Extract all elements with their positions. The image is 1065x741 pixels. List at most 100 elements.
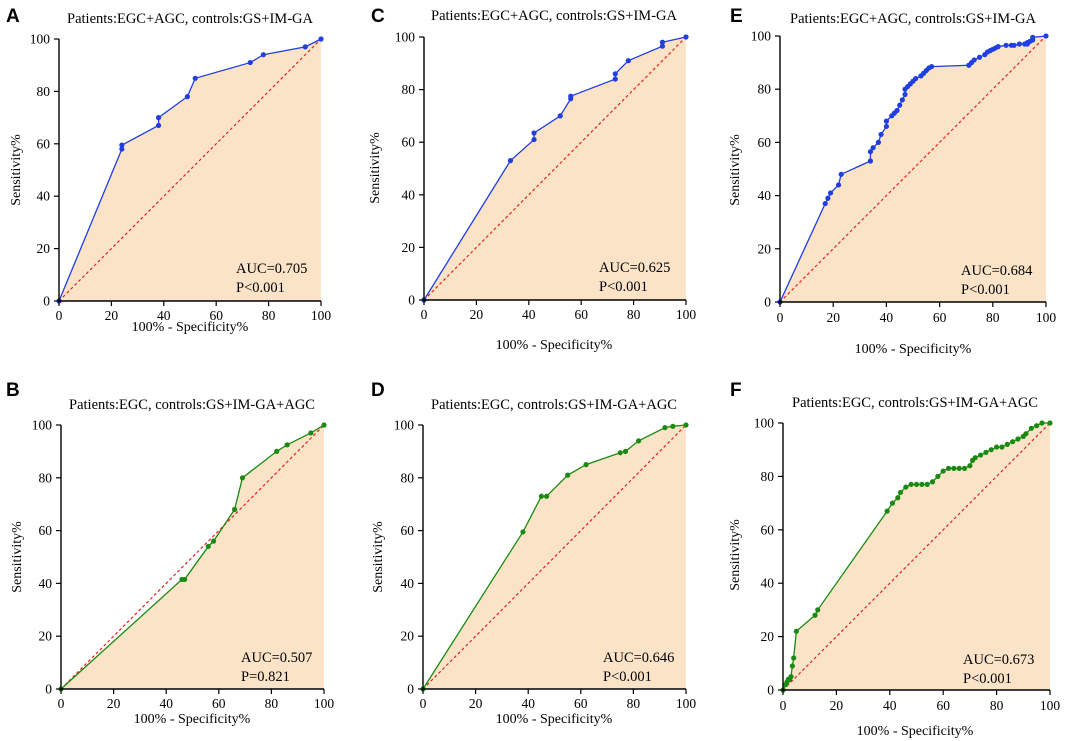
data-point-a <box>302 44 308 50</box>
data-point-f <box>788 674 794 680</box>
data-point-a <box>119 142 125 148</box>
data-point-e <box>867 149 874 155</box>
data-point-f <box>895 495 901 501</box>
y-axis-label-b: Sensitivity% <box>10 521 25 593</box>
y-axis-label-f: Sensitivity% <box>728 519 743 591</box>
data-point-e <box>875 139 882 145</box>
data-point-c <box>625 58 631 64</box>
data-point-e <box>835 182 842 188</box>
data-point-a <box>318 36 324 42</box>
data-point-f <box>999 444 1005 450</box>
x-axis-label-f: 100% - Specificity% <box>857 724 974 739</box>
data-point-e <box>1011 42 1017 48</box>
data-point-c <box>612 71 618 77</box>
y-tick-label-b: 100 <box>32 418 53 433</box>
data-point-f <box>1023 431 1029 437</box>
y-tick-label-e: 40 <box>758 188 772 203</box>
x-axis-label-c: 100% - Specificity% <box>496 338 613 353</box>
y-tick-label-f: 0 <box>767 683 774 698</box>
x-tick-label-b: 40 <box>159 696 173 711</box>
x-tick-label-b: 80 <box>265 696 279 711</box>
auc-area-d <box>423 425 686 689</box>
data-point-f <box>793 628 799 634</box>
y-tick-label-f: 40 <box>761 576 775 591</box>
panel-letter-f: F <box>730 380 742 401</box>
panel-letter-d: D <box>371 380 385 401</box>
x-tick-label-b: 60 <box>212 696 226 711</box>
data-point-e <box>995 44 1001 50</box>
data-point-f <box>940 468 946 474</box>
data-point-f <box>903 484 909 490</box>
y-tick-label-c: 60 <box>402 135 416 150</box>
data-point-f <box>956 465 962 471</box>
p-value-label-f: P<0.001 <box>963 671 1012 687</box>
x-tick-label-e: 0 <box>777 310 784 325</box>
data-point-e <box>894 107 900 114</box>
data-point-c <box>557 113 563 119</box>
x-tick-label-a: 0 <box>56 308 63 323</box>
y-tick-label-a: 80 <box>37 84 51 99</box>
plot-area-b <box>56 422 327 694</box>
data-point-a <box>155 115 162 121</box>
auc-label-d: AUC=0.646 <box>603 650 674 666</box>
data-point-f <box>961 465 968 471</box>
x-axis-label-b: 100% - Specificity% <box>134 712 251 727</box>
plot-area-f <box>778 420 1053 695</box>
data-point-f <box>897 489 904 496</box>
data-point-f <box>951 465 957 471</box>
data-point-b <box>284 442 290 448</box>
panel-f: F Patients:EGC, controls:GS+IM-GA+AGC 10… <box>728 380 1060 739</box>
data-point-f <box>908 481 914 488</box>
data-point-e <box>971 57 977 63</box>
auc-label-a: AUC=0.705 <box>236 261 307 277</box>
chart-title-f: Patients:EGC, controls:GS+IM-GA+AGC <box>792 395 1038 411</box>
auc-label-c: AUC=0.625 <box>599 260 670 276</box>
y-tick-label-b: 40 <box>39 576 53 591</box>
data-point-c <box>568 93 574 99</box>
data-point-f <box>884 508 890 514</box>
data-point-d <box>583 462 589 468</box>
x-tick-label-c: 40 <box>522 307 536 322</box>
y-tick-label-a: 0 <box>43 294 50 309</box>
data-point-e <box>867 158 874 164</box>
chart-title-c: Patients:EGC+AGC, controls:GS+IM-GA <box>431 8 677 24</box>
data-point-f <box>791 655 797 661</box>
data-point-e <box>976 54 983 60</box>
x-tick-label-d: 100 <box>676 696 697 711</box>
y-tick-label-a: 20 <box>37 241 51 256</box>
data-point-d <box>662 425 668 431</box>
y-tick-label-c: 20 <box>402 240 416 255</box>
data-point-f <box>1015 436 1021 442</box>
x-tick-label-f: 0 <box>780 698 787 713</box>
panel-d: D Patients:EGC, controls:GS+IM-GA+AGC 10… <box>371 380 696 727</box>
data-point-e <box>883 123 890 130</box>
auc-label-e: AUC=0.684 <box>961 263 1033 279</box>
data-point-c <box>659 43 666 49</box>
data-point-e <box>883 118 890 124</box>
y-tick-label-b: 80 <box>39 470 53 485</box>
x-tick-label-c: 60 <box>574 307 588 322</box>
data-point-c <box>531 136 537 143</box>
panel-e: E Patients:EGC+AGC, controls:GS+IM-GA 10… <box>728 6 1056 357</box>
y-tick-label-b: 20 <box>39 629 53 644</box>
data-point-f <box>815 607 821 613</box>
y-tick-label-a: 40 <box>37 189 51 204</box>
panel-letter-a: A <box>6 6 20 27</box>
data-point-f <box>1034 423 1040 429</box>
data-point-f <box>945 465 952 471</box>
panel-letter-e: E <box>730 6 743 27</box>
x-tick-label-f: 60 <box>936 698 950 713</box>
data-point-f <box>1028 425 1034 431</box>
x-tick-label-c: 100 <box>676 307 697 322</box>
data-point-a <box>192 75 198 81</box>
x-tick-label-d: 0 <box>420 696 427 711</box>
data-point-b <box>274 448 280 454</box>
chart-title-b: Patients:EGC, controls:GS+IM-GA+AGC <box>69 397 315 413</box>
data-point-b <box>308 430 314 436</box>
y-tick-label-e: 60 <box>758 135 772 150</box>
data-point-f <box>789 663 795 669</box>
y-tick-label-c: 40 <box>402 187 416 202</box>
data-point-f <box>972 455 978 461</box>
x-tick-label-f: 20 <box>830 698 844 713</box>
